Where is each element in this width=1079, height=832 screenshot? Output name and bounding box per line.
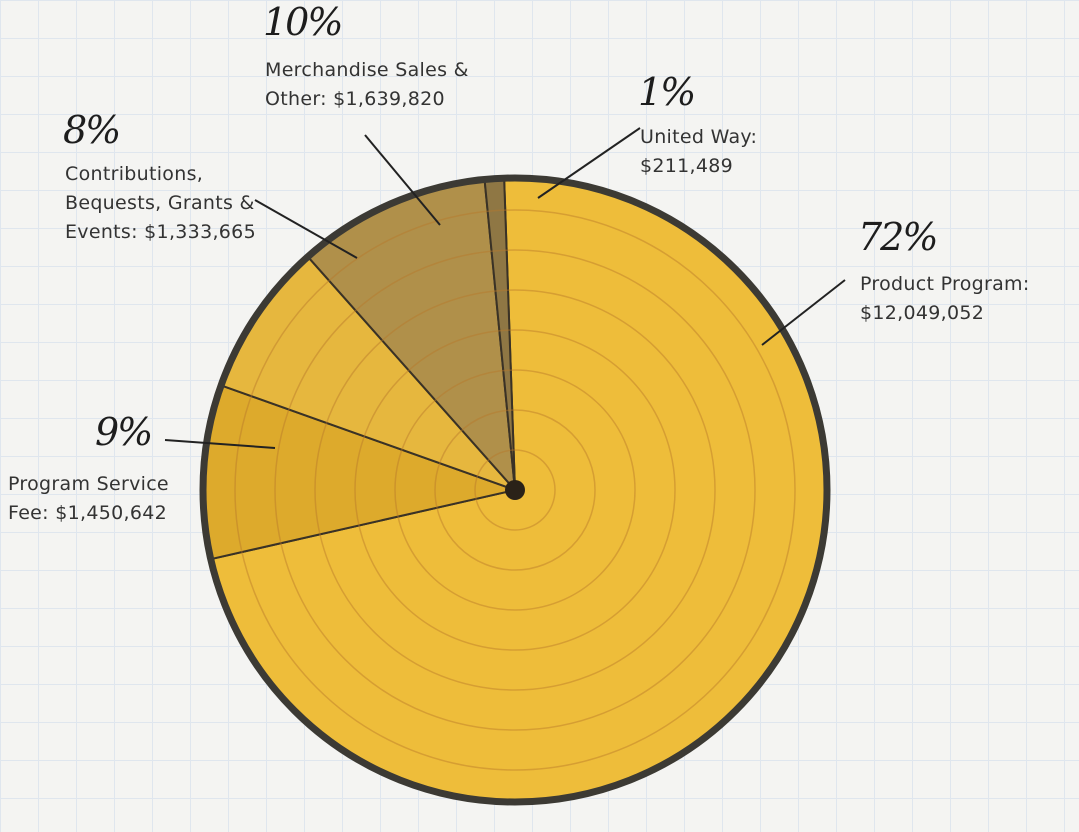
slice-label: United Way: $211,489 — [640, 123, 800, 181]
page: {"chart_data": {"type": "pie", "categori… — [0, 0, 1079, 832]
slice-label: Merchandise Sales & Other: $1,639,820 — [265, 56, 505, 114]
chart — [0, 0, 1079, 832]
percent-label: 1% — [638, 70, 694, 114]
percent-label: 72% — [858, 215, 936, 259]
slice-label: Product Program: $12,049,052 — [860, 270, 1079, 328]
slice-label: Contributions, Bequests, Grants & Events… — [65, 160, 270, 247]
percent-label: 10% — [263, 0, 341, 44]
stump-core — [505, 480, 525, 500]
percent-label: 8% — [63, 108, 119, 152]
percent-label: 9% — [95, 410, 151, 454]
slice-label: Program Service Fee: $1,450,642 — [8, 470, 213, 528]
